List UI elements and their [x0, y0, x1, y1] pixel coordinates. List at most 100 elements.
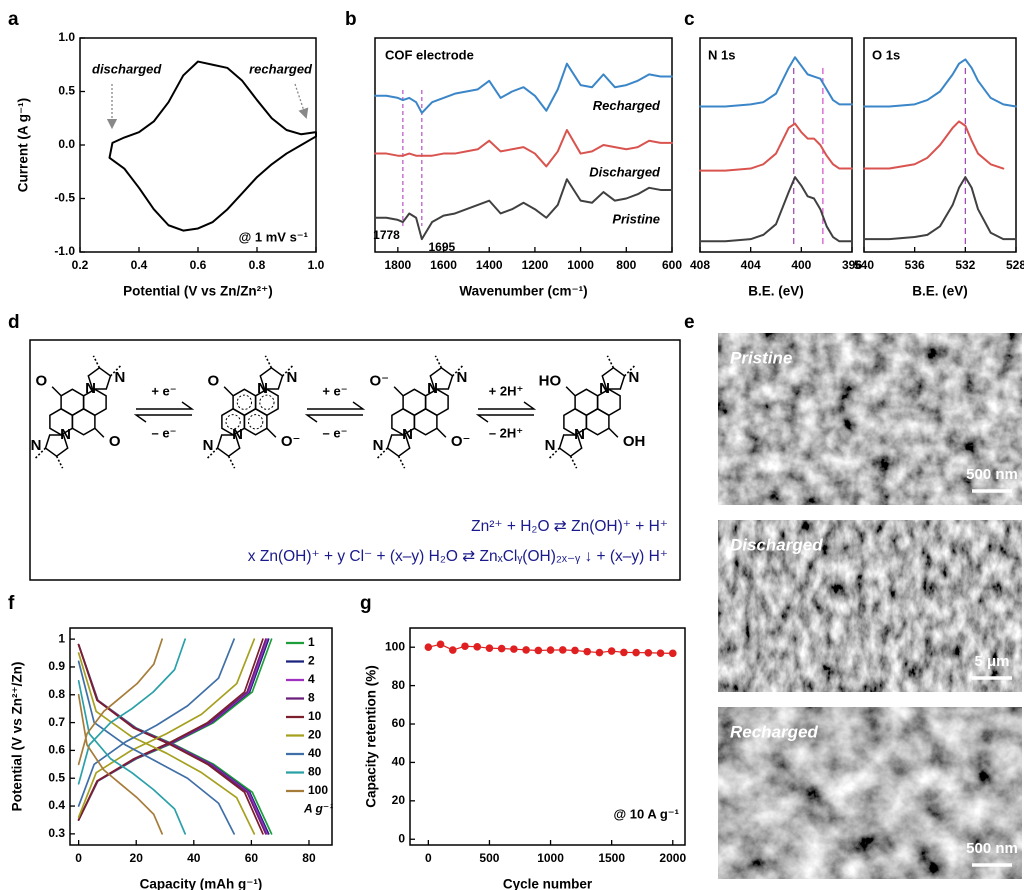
series-label: Discharged [589, 164, 661, 179]
sem-image [718, 707, 1022, 879]
atom-label: N [402, 426, 413, 443]
peak-label: 1695 [428, 240, 455, 254]
data-point [607, 647, 616, 655]
y-tick-label: 0.5 [48, 770, 65, 784]
backward-label: – 2H⁺ [489, 425, 523, 440]
x-tick-label: 40 [187, 851, 201, 865]
x-tick-label: 0 [425, 851, 432, 865]
x-tick-label: 0 [75, 851, 82, 865]
y-tick-label: 1.0 [58, 30, 75, 44]
atom-label: N [232, 426, 243, 443]
dotted-bond [92, 355, 101, 369]
y-tick-label: 20 [392, 793, 406, 807]
annotation: @ 1 mV s⁻¹ [239, 229, 308, 244]
atom-label: N [427, 380, 438, 397]
scheme-frame [29, 339, 681, 581]
atom-label: O [35, 373, 47, 390]
x-tick-label: 1200 [522, 258, 549, 272]
data-point [534, 646, 543, 655]
atom-label: N [373, 437, 384, 454]
data-line [863, 58, 1017, 108]
imidazole-ring [216, 434, 241, 458]
plot-frame [69, 627, 333, 846]
equation: x Zn(OH)⁺ + y Cl⁻ + (x–y) H₂O ⇄ ZnₓClᵧ(O… [248, 548, 668, 565]
x-tick-label: 532 [955, 258, 975, 272]
dotted-bond [569, 455, 578, 469]
ring [71, 407, 96, 436]
x-tick-label: 1000 [567, 258, 594, 272]
data-line [699, 122, 853, 172]
x-tick-label: 20 [130, 851, 144, 865]
imidazole-ring [44, 434, 69, 458]
x-tick-label: 500 [479, 851, 499, 865]
data-line [863, 176, 1017, 241]
sem-label: Discharged [730, 535, 823, 554]
pointer-arrow [294, 83, 309, 119]
y-tick-label: 1 [58, 631, 65, 645]
panel-label: a [8, 9, 19, 30]
y-tick-label: -0.5 [54, 191, 75, 205]
ring [413, 407, 438, 436]
peak-label: 1778 [373, 228, 400, 242]
scale-bar-label: 5 μm [974, 653, 1009, 670]
legend-label: 80 [308, 765, 322, 779]
dotted-bond [397, 455, 406, 469]
x-axis-label: Wavenumber (cm⁻¹) [459, 284, 587, 299]
data-line [77, 638, 267, 821]
plot-frame [699, 37, 853, 253]
bond [608, 427, 619, 438]
dotted-bond [434, 355, 443, 369]
dotted-bond [55, 455, 64, 469]
x-axis-label: Capacity (mAh g⁻¹) [140, 877, 263, 890]
atom-label: O⁻ [281, 433, 301, 450]
x-tick-label: 0.2 [72, 258, 89, 272]
atom-label: N [257, 380, 268, 397]
x-tick-label: 408 [690, 258, 710, 272]
data-line [77, 638, 256, 819]
data-point [656, 649, 665, 657]
forward-label: + e⁻ [322, 383, 347, 398]
bond [223, 386, 234, 397]
y-tick-label: 0.0 [58, 137, 75, 151]
y-tick-label: 0 [398, 831, 405, 845]
x-tick-label: 1500 [598, 851, 625, 865]
x-axis-label: Cycle number [503, 877, 593, 890]
delocalized-ring [225, 414, 241, 430]
atom-label: N [629, 369, 640, 386]
annotation: COF electrode [385, 47, 474, 62]
bond [51, 386, 62, 397]
sem-image [718, 520, 1022, 692]
y-tick-label: 0.8 [48, 687, 65, 701]
data-point [632, 648, 640, 657]
y-tick-label: 60 [392, 716, 406, 730]
bond [266, 427, 277, 438]
data-line [108, 60, 317, 232]
data-point [497, 644, 506, 653]
data-point [644, 648, 653, 657]
forward-label: + 2H⁺ [489, 383, 524, 398]
equilibrium-arrow [475, 414, 534, 423]
data-point [571, 646, 579, 655]
data-line [77, 680, 187, 835]
data-point [448, 646, 457, 654]
y-tick-label: 0.7 [48, 715, 65, 729]
y-tick-label: 80 [392, 678, 406, 692]
equation: Zn²⁺ + H₂O ⇄ Zn(OH)⁺ + H⁺ [471, 518, 668, 535]
y-tick-label: 40 [392, 755, 406, 769]
atom-label: O⁻ [451, 433, 471, 450]
atom-label: N [31, 437, 42, 454]
data-point [595, 648, 604, 657]
data-line [77, 638, 163, 766]
panel-label: c [684, 9, 695, 30]
series-label: Pristine [612, 211, 660, 226]
backward-label: – e⁻ [323, 425, 348, 440]
annotation: recharged [249, 61, 313, 76]
atom-label: N [85, 380, 96, 397]
data-point [461, 642, 469, 651]
atom-label: N [203, 437, 214, 454]
subplot-title: O 1s [872, 47, 900, 62]
data-point [473, 643, 482, 651]
bond [393, 386, 404, 397]
legend-label: 4 [308, 672, 315, 686]
